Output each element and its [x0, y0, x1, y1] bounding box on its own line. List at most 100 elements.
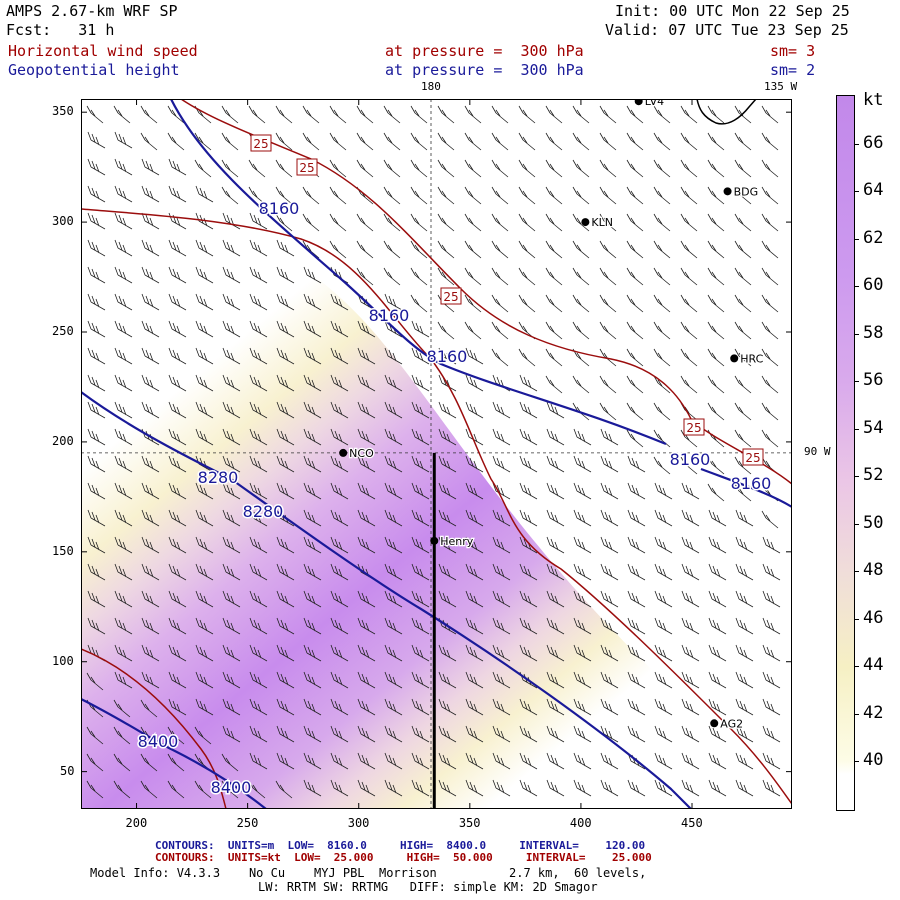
wind-barb — [222, 239, 241, 257]
wind-barb — [680, 132, 698, 151]
wind-barb — [680, 348, 698, 367]
wind-barb — [195, 536, 214, 554]
wind-barb — [276, 671, 295, 689]
wind-barb — [545, 321, 563, 340]
wind-barb — [249, 752, 268, 770]
wind-barb — [222, 374, 241, 392]
wind-barb — [194, 726, 212, 745]
height-contour — [81, 391, 692, 809]
wind-barb — [114, 131, 133, 149]
wind-barb — [249, 347, 268, 365]
wind-barb — [681, 644, 700, 662]
wind-barb — [87, 347, 106, 365]
wind-barb — [357, 428, 376, 446]
wind-barb — [114, 455, 133, 473]
wind-barb — [545, 294, 563, 313]
wind-barb — [654, 725, 673, 743]
wind-barb — [518, 267, 536, 286]
wind-barb — [249, 725, 268, 743]
wind-barb — [465, 401, 484, 419]
wind-barb — [330, 779, 349, 797]
wind-barb — [384, 509, 403, 527]
wind-barb — [600, 482, 619, 500]
wind-barb — [627, 536, 646, 554]
wind-barb — [114, 320, 133, 338]
wind-barb — [168, 185, 187, 203]
wind-barb — [249, 671, 268, 689]
wind-barb — [194, 780, 212, 799]
wind-barb — [411, 779, 430, 797]
height-contour — [700, 467, 792, 508]
map-frame — [81, 99, 792, 809]
wind-barb — [87, 266, 106, 284]
station: KLN — [581, 215, 614, 230]
wind-barb — [681, 536, 700, 554]
wind-barb — [276, 590, 295, 608]
wind-barb — [330, 509, 349, 527]
wind-barb — [275, 213, 293, 232]
wind-barb — [222, 266, 241, 284]
wind-barb — [599, 132, 617, 151]
wind-barb — [761, 321, 779, 340]
wind-barb — [303, 698, 322, 716]
wind-barb — [195, 671, 214, 689]
wind-barb — [734, 375, 752, 394]
wind-barb — [141, 374, 160, 392]
field2-level: at pressure = 300 hPa — [385, 61, 584, 79]
wind-barb — [627, 590, 646, 608]
wind-barb — [573, 617, 592, 635]
wind-barb — [87, 563, 106, 581]
wind-barb — [357, 617, 376, 635]
colorbar-tick-mark — [854, 191, 859, 192]
wind-barb — [141, 536, 160, 554]
wind-barb — [734, 267, 752, 286]
wind-barb — [276, 563, 295, 581]
wind-barb — [222, 320, 241, 338]
wind-barb — [303, 428, 322, 446]
wind-barb — [518, 159, 536, 178]
wind-barb — [492, 590, 511, 608]
y-tick-label: 350 — [52, 104, 74, 119]
wind-barb — [114, 563, 133, 581]
wind-barb — [761, 510, 779, 529]
wind-barb — [114, 617, 133, 635]
wind-barb — [627, 779, 646, 797]
wind-barb — [249, 428, 268, 446]
wind-barb — [87, 212, 106, 230]
wind-barb — [519, 482, 538, 500]
wind-barb — [599, 267, 617, 286]
wind-barb — [222, 698, 241, 716]
wind-barb — [140, 780, 158, 799]
wind-barb — [465, 725, 484, 743]
wind-barb — [383, 213, 401, 232]
wind-barb — [519, 698, 538, 716]
wind-barb — [248, 105, 266, 124]
wind-barb — [357, 320, 376, 338]
colorbar-tick-label: 40 — [863, 750, 884, 770]
wind-barb — [249, 239, 268, 257]
station-dot — [581, 218, 590, 227]
wind-barb — [140, 132, 158, 151]
meridian-label-135w: 135 W — [764, 80, 798, 93]
wind-barb — [492, 455, 511, 473]
wind-barb — [195, 320, 214, 338]
wind-barb — [492, 698, 511, 716]
wind-speed-contour — [81, 208, 792, 805]
wind-barb — [734, 186, 752, 205]
wind-barb — [195, 617, 214, 635]
wind-barb — [734, 240, 752, 259]
wind-barb — [384, 725, 403, 743]
wind-barb — [519, 401, 538, 419]
wind-barb — [572, 186, 590, 205]
wind-barb — [573, 509, 592, 527]
wind-barb — [303, 617, 322, 635]
wind-barb — [762, 725, 781, 743]
colorbar-tick-mark — [854, 666, 859, 667]
wind-barb — [249, 563, 268, 581]
wind-barb — [114, 536, 133, 554]
wind-barb — [518, 348, 536, 367]
station-label: KLN — [591, 216, 613, 229]
wind-barb — [680, 159, 698, 178]
wind-barb — [438, 752, 457, 770]
